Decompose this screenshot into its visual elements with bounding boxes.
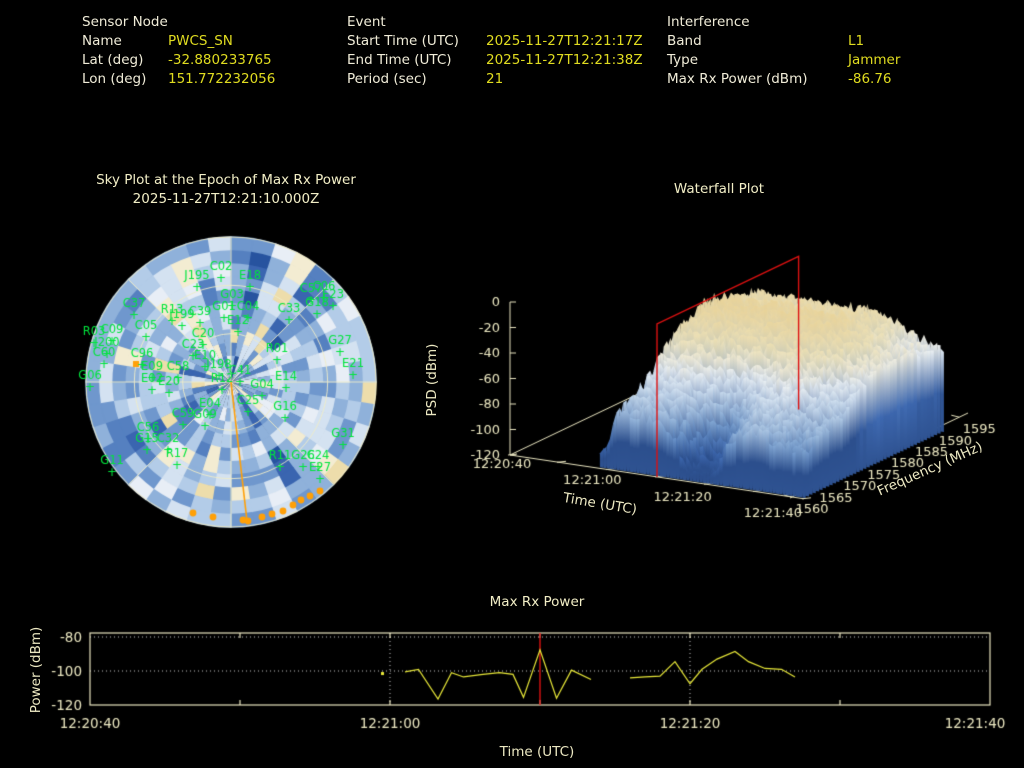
event-title: Event	[347, 14, 386, 30]
waterfall-z-axis-label: PSD (dBm)	[424, 343, 440, 417]
sensor-row-name: Name PWCS_SN	[82, 33, 233, 52]
field-label: Start Time (UTC)	[347, 33, 459, 49]
sensor-node-title: Sensor Node	[82, 14, 168, 30]
event-row-end: End Time (UTC) 2025-11-27T12:21:38Z	[347, 52, 643, 71]
interference-row-type: Type Jammer	[667, 52, 900, 71]
power-x-axis-label: Time (UTC)	[499, 744, 575, 760]
event-row-start: Start Time (UTC) 2025-11-27T12:21:17Z	[347, 33, 643, 52]
interference-title: Interference	[667, 14, 750, 30]
field-value: L1	[848, 33, 865, 49]
field-label: End Time (UTC)	[347, 52, 452, 68]
field-value: -32.880233765	[168, 52, 272, 68]
sensor-row-lat: Lat (deg) -32.880233765	[82, 52, 272, 71]
sky-plot-canvas	[66, 217, 396, 547]
interference-section: Interference Band L1 Type Jammer Max Rx …	[667, 14, 900, 90]
field-label: Max Rx Power (dBm)	[667, 71, 808, 87]
field-label: Type	[667, 52, 699, 68]
waterfall-canvas	[420, 230, 1010, 570]
event-section: Event Start Time (UTC) 2025-11-27T12:21:…	[347, 14, 643, 90]
sensor-node-section: Sensor Node Name PWCS_SN Lat (deg) -32.8…	[82, 14, 275, 90]
sky-plot-title: Sky Plot at the Epoch of Max Rx Power	[96, 172, 356, 188]
power-plot-canvas	[20, 588, 1024, 738]
field-value: -86.76	[848, 71, 892, 87]
field-label: Lon (deg)	[82, 71, 147, 87]
event-row-period: Period (sec) 21	[347, 71, 503, 90]
field-value: PWCS_SN	[168, 33, 233, 49]
field-value: 21	[486, 71, 504, 87]
field-label: Period (sec)	[347, 71, 427, 87]
sky-plot-subtitle: 2025-11-27T12:21:10.000Z	[132, 191, 320, 207]
field-label: Band	[667, 33, 702, 49]
field-value: 2025-11-27T12:21:17Z	[486, 33, 643, 49]
field-value: 2025-11-27T12:21:38Z	[486, 52, 643, 68]
field-value: 151.772232056	[168, 71, 276, 87]
power-y-axis-label: Power (dBm)	[28, 626, 44, 714]
waterfall-title: Waterfall Plot	[673, 181, 765, 197]
sensor-row-lon: Lon (deg) 151.772232056	[82, 71, 275, 90]
field-value: Jammer	[848, 52, 901, 68]
field-label: Name	[82, 33, 122, 49]
interference-row-band: Band L1	[667, 33, 864, 52]
interference-row-maxrx: Max Rx Power (dBm) -86.76	[667, 71, 892, 90]
field-label: Lat (deg)	[82, 52, 144, 68]
